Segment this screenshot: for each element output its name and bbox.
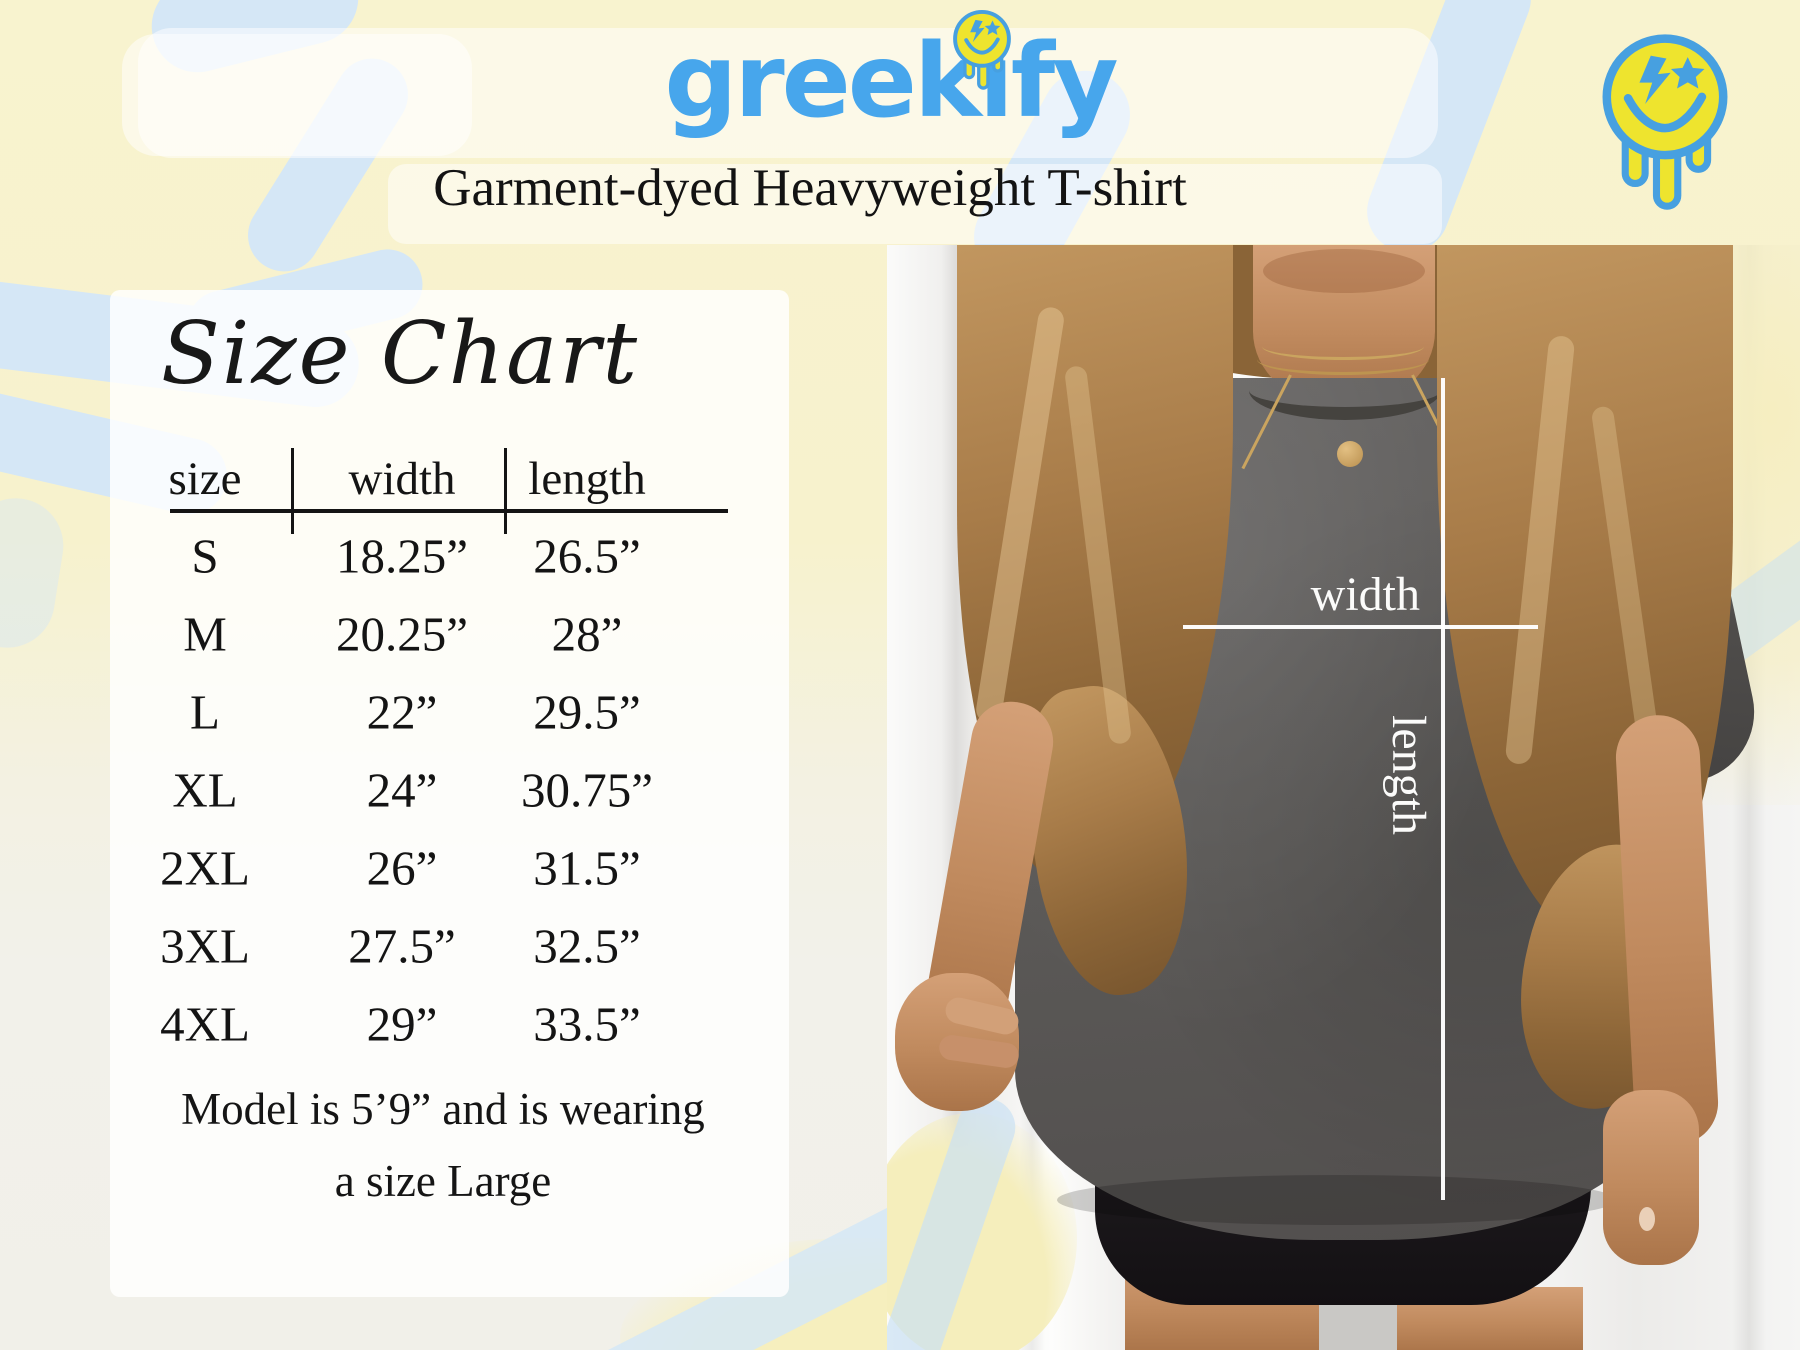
- length-measure-line: [1441, 378, 1445, 1200]
- column-header-length: length: [528, 453, 646, 505]
- row-length-value: 32.5”: [533, 918, 641, 974]
- row-size-value: S: [191, 528, 219, 584]
- size-chart-row: S 18.25” 26.5”: [110, 517, 789, 595]
- length-label: length: [1382, 715, 1435, 835]
- size-chart-row: XL 24” 30.75”: [110, 751, 789, 829]
- row-size-value: 3XL: [160, 918, 250, 974]
- size-chart-row: 3XL 27.5” 32.5”: [110, 907, 789, 985]
- row-width-value: 22”: [366, 684, 438, 740]
- logo-part-right: fy: [1010, 22, 1119, 141]
- size-chart-row: 4XL 29” 33.5”: [110, 985, 789, 1063]
- tshirt-hem-shadow: [1057, 1175, 1617, 1225]
- model-photo: width length: [887, 245, 1800, 1350]
- column-header-width: width: [348, 453, 456, 505]
- logo-part-left: greek: [664, 22, 982, 141]
- row-size-value: XL: [172, 762, 238, 818]
- column-header-size: size: [168, 453, 242, 505]
- size-chart-panel: [110, 290, 789, 1297]
- row-length-value: 26.5”: [533, 528, 641, 584]
- size-chart-title: Size Chart: [160, 304, 640, 404]
- pendant-disc: [1337, 441, 1363, 467]
- row-length-value: 33.5”: [533, 996, 641, 1052]
- squiggle-left-faint: [0, 491, 71, 655]
- size-chart-row: L 22” 29.5”: [110, 673, 789, 751]
- size-chart-header-row: size width length: [110, 452, 789, 506]
- row-width-value: 26”: [366, 840, 438, 896]
- row-size-value: 2XL: [160, 840, 250, 896]
- model-right-hand: [1603, 1090, 1699, 1265]
- neck-shadow: [1263, 249, 1425, 293]
- size-chart-rows: S 18.25” 26.5” M 20.25” 28” L 22” 29.5” …: [110, 517, 789, 1063]
- logo-band: [138, 28, 1438, 158]
- header-divider-2: [504, 448, 507, 534]
- row-size-value: 4XL: [160, 996, 250, 1052]
- right-hand-nail: [1639, 1207, 1655, 1231]
- row-size-value: M: [183, 606, 227, 662]
- row-size-value: L: [190, 684, 220, 740]
- width-label: width: [1310, 568, 1420, 621]
- row-length-value: 30.75”: [521, 762, 653, 818]
- row-width-value: 18.25”: [336, 528, 468, 584]
- row-width-value: 27.5”: [348, 918, 456, 974]
- size-chart-row: 2XL 26” 31.5”: [110, 829, 789, 907]
- row-width-value: 29”: [366, 996, 438, 1052]
- model-note-line2: a size Large: [334, 1156, 552, 1206]
- row-length-value: 29.5”: [533, 684, 641, 740]
- subtitle-band: [388, 164, 1442, 244]
- header-underline: [170, 509, 728, 513]
- row-length-value: 31.5”: [533, 840, 641, 896]
- row-width-value: 24”: [366, 762, 438, 818]
- size-chart-row: M 20.25” 28”: [110, 595, 789, 673]
- model-note-line1: Model is 5’9” and is wearing: [181, 1084, 705, 1134]
- row-length-value: 28”: [551, 606, 623, 662]
- header-divider-1: [291, 448, 294, 534]
- tshirt-collar: [1249, 361, 1441, 420]
- width-measure-line: [1183, 625, 1538, 629]
- corner-smiley-icon: [1602, 34, 1728, 210]
- brand-logo: greekıfy: [610, 25, 1170, 138]
- logo-smiley-icon: [953, 9, 1011, 90]
- row-width-value: 20.25”: [336, 606, 468, 662]
- product-subtitle: Garment-dyed Heavyweight T-shirt: [433, 159, 1187, 217]
